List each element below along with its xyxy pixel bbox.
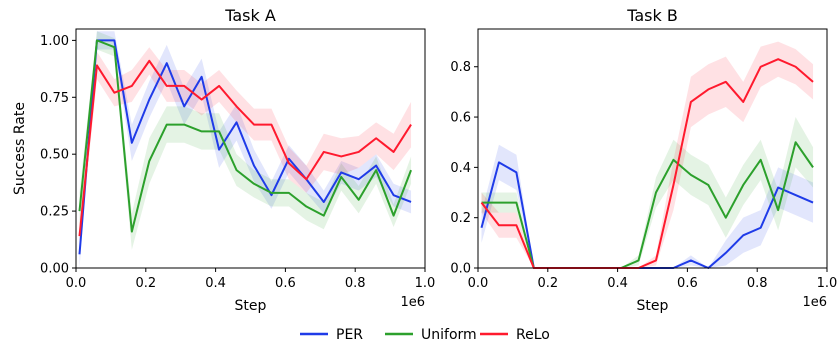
legend-label-per: PER xyxy=(336,327,363,343)
x-tick-label: 1.0 xyxy=(817,276,838,291)
x-offset-label: 1e6 xyxy=(400,295,425,310)
y-tick-label: 0.00 xyxy=(40,262,69,277)
band-relo xyxy=(79,47,412,250)
axes-frame xyxy=(75,28,426,269)
y-tick-label: 0.2 xyxy=(450,211,471,226)
panel-task-b: 0.0 0.2 0.4 0.6 0.8 1.0 0.0 0.2 0.4 0.6 0.8 Task B S… xyxy=(450,6,837,314)
band-uniform xyxy=(481,117,814,268)
x-tick-label: 0.6 xyxy=(275,276,296,291)
legend: PER Uniform ReLo xyxy=(300,327,550,343)
chart-title: Task A xyxy=(224,6,276,25)
legend-label-uniform: Uniform xyxy=(421,327,477,343)
x-offset-label: 1e6 xyxy=(802,295,827,310)
chart-title: Task B xyxy=(626,6,678,25)
band-per xyxy=(79,31,412,269)
y-tick-label: 0.50 xyxy=(40,148,69,163)
x-tick-label: 0.2 xyxy=(537,276,558,291)
x-tick-label: 0.8 xyxy=(345,276,366,291)
y-axis-label: Success Rate xyxy=(12,102,28,195)
x-tick-label: 0.4 xyxy=(607,276,628,291)
axes-frame xyxy=(477,28,828,269)
y-tick-label: 0.8 xyxy=(450,60,471,75)
x-tick-label: 0.0 xyxy=(66,276,87,291)
y-tick-label: 0.6 xyxy=(450,111,471,126)
x-tick-label: 0.6 xyxy=(677,276,698,291)
band-relo xyxy=(481,41,814,268)
x-axis-label: Step xyxy=(637,298,669,314)
legend-label-relo: ReLo xyxy=(516,327,550,343)
y-tick-label: 1.00 xyxy=(40,34,69,49)
x-axis-label: Step xyxy=(235,298,267,314)
series-line-uniform xyxy=(78,39,412,233)
y-tick-label: 0.75 xyxy=(40,91,69,106)
x-tick-label: 1.0 xyxy=(415,276,436,291)
x-tick-label: 0.0 xyxy=(468,276,489,291)
series-line-per xyxy=(78,39,412,255)
x-tick-label: 0.8 xyxy=(747,276,768,291)
y-tick-label: 0.25 xyxy=(40,205,69,220)
series-line-relo xyxy=(78,59,412,237)
panel-task-a: 0.0 0.2 0.4 0.6 0.8 1.0 0.00 0.25 0.50 0.75 1.00 Ta… xyxy=(12,6,435,314)
y-tick-label: 0.0 xyxy=(450,262,471,277)
x-tick-label: 0.4 xyxy=(205,276,226,291)
band-per xyxy=(481,144,814,268)
y-tick-label: 0.4 xyxy=(450,161,471,176)
x-tick-label: 0.2 xyxy=(135,276,156,291)
